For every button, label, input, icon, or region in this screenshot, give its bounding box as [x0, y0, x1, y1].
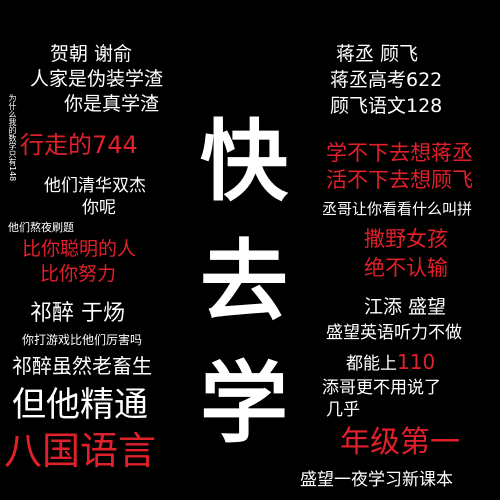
right-almost: 几乎: [326, 400, 360, 420]
left-and-you: 你呢: [82, 198, 116, 218]
left-walking-744: 行走的744: [20, 131, 138, 159]
right-can-get-label: 都能上: [346, 354, 397, 374]
right-can-get-110: 都能上110: [346, 352, 435, 373]
left-late-night-study: 他们熬夜刷题: [8, 221, 74, 234]
left-names-qizui-yuyang: 祁醉 于炀: [30, 301, 125, 326]
left-gaming-better: 你打游戏比他们厉害吗: [22, 333, 143, 347]
right-score-110: 110: [397, 350, 436, 374]
right-gufei-128: 顾飞语文128: [330, 95, 443, 117]
left-line-real-slacker: 你是真学渣: [64, 93, 160, 115]
right-jiangcheng-622: 蒋丞高考622: [330, 69, 443, 91]
left-vertical-math-148: 为什么我的数学只有148: [8, 94, 17, 182]
left-tsinghua-pair: 他们清华双杰: [44, 176, 146, 196]
right-cheng-ge-grind: 丞哥让你看看什么叫拼: [322, 200, 473, 218]
right-saye-girl: 撒野女孩: [364, 227, 448, 251]
left-line-fake-slacker: 人家是伪装学渣: [30, 68, 164, 90]
right-cant-live: 活不下去想顾飞: [326, 168, 473, 192]
right-cant-study: 学不下去想蒋丞: [326, 141, 473, 165]
right-overnight-study: 盛望一夜学习新课本: [300, 470, 453, 490]
left-but-he-masters: 但他精通: [12, 385, 148, 425]
right-grade-first: 年级第一: [340, 425, 460, 460]
center-char-qu: 去: [200, 230, 289, 333]
center-char-xue: 学: [200, 352, 289, 455]
right-names-jiangcheng-gufei: 蒋丞 顾飞: [336, 43, 419, 65]
left-names-hechao-xieyu: 贺朝 谢俞: [50, 43, 133, 65]
right-tian-ge-needless: 添哥更不用说了: [322, 378, 441, 398]
left-smarter-than-you: 比你聪明的人: [22, 238, 137, 260]
right-names-jiangtian-shengwang: 江添 盛望: [364, 296, 447, 318]
left-eight-languages: 八国语言: [4, 429, 157, 473]
left-work-harder: 比你努力: [40, 263, 117, 285]
right-never-give-up: 绝不认输: [364, 256, 448, 280]
center-char-kuai: 快: [200, 110, 289, 213]
left-qizui-although: 祁醉虽然老畜生: [12, 354, 152, 378]
right-shengwang-listening: 盛望英语听力不做: [326, 323, 462, 343]
